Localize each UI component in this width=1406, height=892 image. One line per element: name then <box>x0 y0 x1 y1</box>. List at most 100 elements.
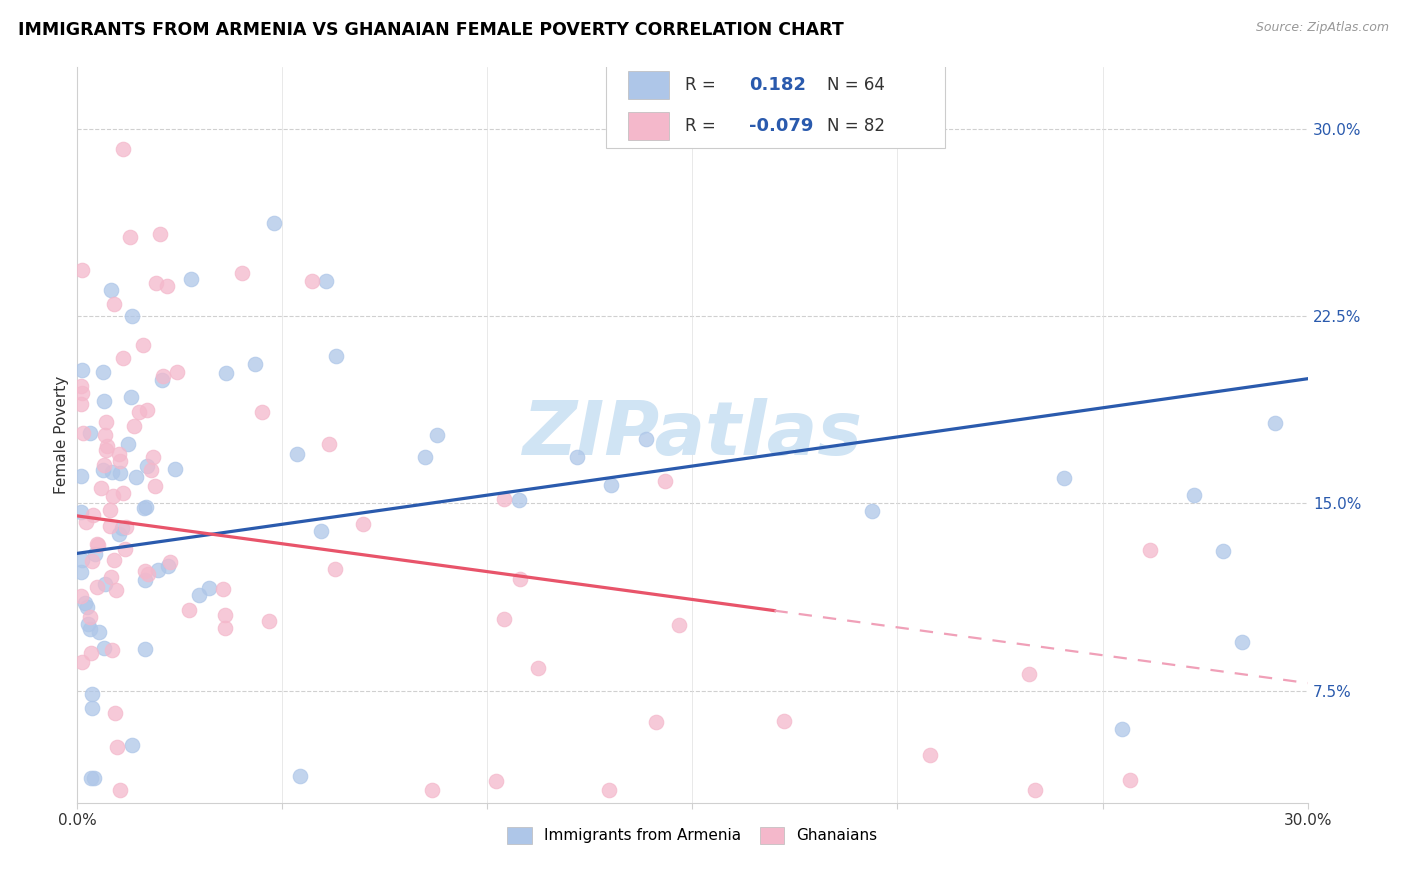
Point <box>93 394 115 409</box>
Point <box>1182 488 1205 502</box>
Point <box>134 641 156 656</box>
Text: -0.079: -0.079 <box>749 117 814 135</box>
Point <box>111 142 134 156</box>
Point <box>94 577 117 591</box>
Point <box>772 714 794 728</box>
Point <box>179 602 201 616</box>
Point <box>145 479 167 493</box>
Point <box>105 740 128 755</box>
Point <box>920 747 942 762</box>
Point <box>1111 722 1133 736</box>
Point <box>96 439 118 453</box>
Point <box>100 570 122 584</box>
Point <box>263 216 285 230</box>
Point <box>128 405 150 419</box>
Point <box>70 655 93 669</box>
Point <box>180 272 202 286</box>
Point <box>115 519 138 533</box>
Point <box>98 503 121 517</box>
Point <box>86 580 108 594</box>
Point <box>82 554 104 568</box>
Point <box>152 368 174 383</box>
Point <box>89 481 111 495</box>
Point <box>82 508 104 522</box>
Point <box>1230 635 1253 649</box>
Text: ZIPatlas: ZIPatlas <box>523 399 862 471</box>
Point <box>634 432 657 446</box>
Point <box>100 643 122 657</box>
Point <box>103 297 125 311</box>
Point <box>100 283 122 297</box>
Text: Source: ZipAtlas.com: Source: ZipAtlas.com <box>1256 21 1389 35</box>
Point <box>420 783 443 797</box>
Point <box>134 573 156 587</box>
Point <box>142 450 165 465</box>
Text: R =: R = <box>685 76 716 94</box>
Point <box>93 640 115 655</box>
Text: IMMIGRANTS FROM ARMENIA VS GHANAIAN FEMALE POVERTY CORRELATION CHART: IMMIGRANTS FROM ARMENIA VS GHANAIAN FEMA… <box>18 21 844 39</box>
Point <box>1024 783 1046 797</box>
Point <box>132 337 155 351</box>
Point <box>89 624 111 639</box>
Point <box>79 425 101 440</box>
Point <box>75 515 97 529</box>
Point <box>70 263 93 277</box>
Point <box>108 527 131 541</box>
Point <box>86 537 108 551</box>
Point <box>413 450 436 465</box>
Point <box>125 470 148 484</box>
Point <box>325 349 347 363</box>
Point <box>309 524 332 538</box>
Point <box>91 463 114 477</box>
FancyBboxPatch shape <box>606 56 945 148</box>
Point <box>1053 471 1076 485</box>
Point <box>118 230 141 244</box>
Point <box>214 621 236 635</box>
Point <box>135 500 157 514</box>
Point <box>108 453 131 467</box>
Point <box>120 390 142 404</box>
Point <box>136 567 159 582</box>
Point <box>509 572 531 586</box>
Point <box>139 463 162 477</box>
Point <box>214 607 236 622</box>
Point <box>70 397 93 411</box>
Point <box>83 771 105 785</box>
Point <box>243 357 266 371</box>
Point <box>94 415 117 429</box>
Point <box>101 465 124 479</box>
Point <box>285 447 308 461</box>
Point <box>111 521 134 535</box>
Point <box>494 492 516 507</box>
Point <box>72 426 94 441</box>
Legend: Immigrants from Armenia, Ghanaians: Immigrants from Armenia, Ghanaians <box>502 821 883 850</box>
Point <box>111 486 134 500</box>
Point <box>318 437 340 451</box>
Point <box>70 565 93 579</box>
Point <box>426 427 449 442</box>
Point <box>70 379 93 393</box>
Point <box>84 547 107 561</box>
Point <box>250 405 273 419</box>
Point <box>73 595 96 609</box>
Point <box>70 386 93 401</box>
Y-axis label: Female Poverty: Female Poverty <box>53 376 69 494</box>
Text: N = 64: N = 64 <box>827 76 884 94</box>
Point <box>121 309 143 323</box>
Point <box>149 227 172 241</box>
Point <box>79 622 101 636</box>
Point <box>668 617 690 632</box>
Point <box>76 599 98 614</box>
Point <box>87 538 110 552</box>
Point <box>101 489 124 503</box>
Point <box>77 617 100 632</box>
Point <box>1119 772 1142 787</box>
Point <box>79 610 101 624</box>
Point <box>105 583 128 598</box>
Point <box>82 687 104 701</box>
Point <box>212 582 235 596</box>
Point <box>315 274 337 288</box>
Point <box>188 588 211 602</box>
Point <box>103 553 125 567</box>
Text: 0.182: 0.182 <box>749 76 806 94</box>
